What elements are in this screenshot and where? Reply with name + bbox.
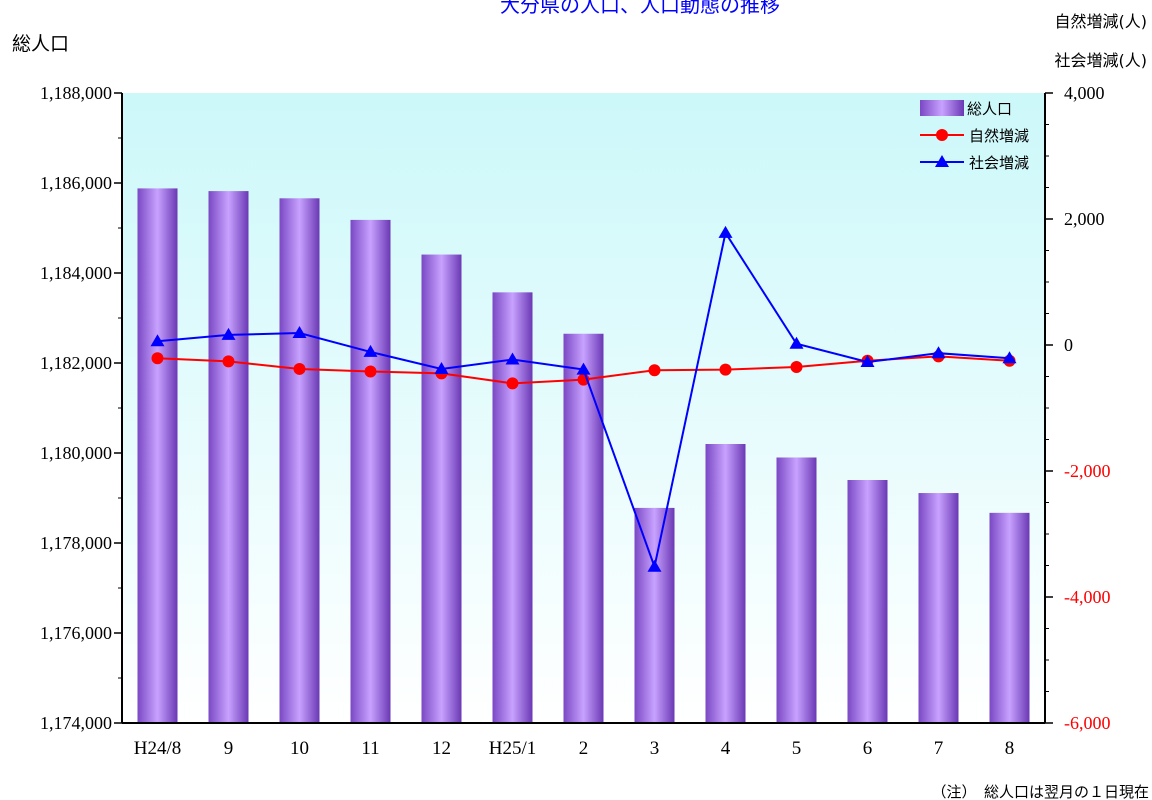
left-tick-label: 1,184,000 <box>40 263 112 283</box>
right-tick-label: 4,000 <box>1064 83 1105 103</box>
category-label: 3 <box>650 738 660 759</box>
legend-label: 自然増減 <box>969 127 1029 145</box>
category-label: 10 <box>290 738 309 759</box>
right-tick-label: 2,000 <box>1064 209 1105 229</box>
legend-marker-triangle <box>935 155 949 167</box>
left-tick-label: 1,178,000 <box>40 533 112 553</box>
category-label: H24/8 <box>134 738 182 759</box>
legend-marker-circle <box>936 129 948 141</box>
right-tick-label: 0 <box>1064 335 1073 355</box>
point-triangle <box>434 361 449 374</box>
right-axis-label-natural: 自然増減(人) <box>1055 12 1148 31</box>
bar <box>421 254 462 724</box>
bar <box>563 333 604 723</box>
point-triangle <box>576 362 591 375</box>
left-tick-label: 1,186,000 <box>40 173 112 193</box>
category-label: 6 <box>863 738 873 759</box>
right-tick-label: -4,000 <box>1064 587 1111 607</box>
category-label: 12 <box>432 738 451 759</box>
bar <box>634 507 675 723</box>
category-label: 8 <box>1005 738 1015 759</box>
point-circle <box>719 363 732 376</box>
bar <box>918 493 959 723</box>
legend-label: 総人口 <box>967 100 1012 118</box>
point-triangle <box>292 326 307 339</box>
point-circle <box>364 365 377 378</box>
bar <box>705 444 746 723</box>
point-triangle <box>221 327 236 340</box>
point-circle <box>790 361 803 374</box>
category-label: 11 <box>361 738 379 759</box>
category-label: 5 <box>792 738 802 759</box>
bar <box>847 480 888 723</box>
point-triangle <box>1002 351 1017 364</box>
bar-group <box>137 188 1030 724</box>
left-tick-label: 1,180,000 <box>40 443 112 463</box>
left-tick-label: 1,174,000 <box>40 713 112 733</box>
point-triangle <box>931 346 946 359</box>
left-axis-label: 総人口 <box>12 33 69 55</box>
point-triangle <box>647 559 662 572</box>
point-triangle <box>860 355 875 368</box>
left-tick-label: 1,188,000 <box>40 83 112 103</box>
right-tick-label: -6,000 <box>1064 713 1111 733</box>
bar <box>350 219 391 723</box>
point-triangle <box>718 225 733 238</box>
point-triangle <box>505 352 520 365</box>
category-label: 4 <box>721 738 731 759</box>
legend-label: 社会増減 <box>969 154 1029 172</box>
point-triangle <box>363 344 378 357</box>
bar <box>279 198 320 724</box>
point-triangle <box>150 334 165 347</box>
right-axis-label-social: 社会増減(人) <box>1055 51 1148 70</box>
left-tick-label: 1,182,000 <box>40 353 112 373</box>
point-circle <box>222 355 235 368</box>
category-label: 9 <box>224 738 234 759</box>
point-triangle <box>789 336 804 349</box>
legend-swatch-bar <box>920 100 964 116</box>
point-circle <box>506 377 519 390</box>
chart-title: 大分県の人口、人口動態の推移 <box>500 0 780 17</box>
category-label: H25/1 <box>489 738 537 759</box>
bar <box>208 191 249 724</box>
point-circle <box>151 352 164 365</box>
bar <box>137 188 178 723</box>
bar <box>776 457 817 723</box>
footnote: （注） 総人口は翌月の１日現在 <box>931 783 1149 800</box>
category-label: 2 <box>579 738 589 759</box>
axes-group: 1,174,000 1,176,000 1,178,000 1,180,000 1,18… <box>40 83 1111 759</box>
bar <box>989 512 1030 723</box>
category-label: 7 <box>934 738 944 759</box>
right-tick-label: -2,000 <box>1064 461 1111 481</box>
line-group <box>150 225 1017 572</box>
point-circle <box>293 362 306 375</box>
point-circle <box>648 364 661 377</box>
left-tick-label: 1,176,000 <box>40 623 112 643</box>
